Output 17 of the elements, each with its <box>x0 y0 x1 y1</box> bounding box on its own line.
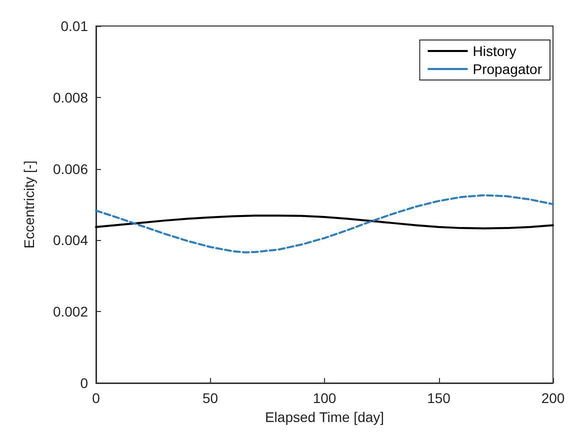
y-axis-title: Eccentricity [-] <box>21 160 37 248</box>
x-tick-label: 0 <box>92 390 100 406</box>
x-tick-label: 100 <box>312 390 336 406</box>
y-tick-label: 0.002 <box>52 304 88 320</box>
y-tick-label: 0.01 <box>60 18 88 34</box>
x-axis-title: Elapsed Time [day] <box>264 408 384 425</box>
x-tick-label: 150 <box>427 390 451 406</box>
line-series <box>95 214 554 230</box>
y-tick-label: 0.008 <box>52 89 88 106</box>
legend-label: History <box>472 43 516 59</box>
y-tick-label: 0.004 <box>52 232 88 248</box>
y-tick-label: 0 <box>80 375 88 391</box>
y-tick-label: 0.006 <box>52 160 88 177</box>
x-tick-label: 50 <box>202 390 218 406</box>
legend-label: Propagator <box>472 61 542 77</box>
x-tick-label: 200 <box>541 390 565 406</box>
line-series <box>95 194 554 254</box>
